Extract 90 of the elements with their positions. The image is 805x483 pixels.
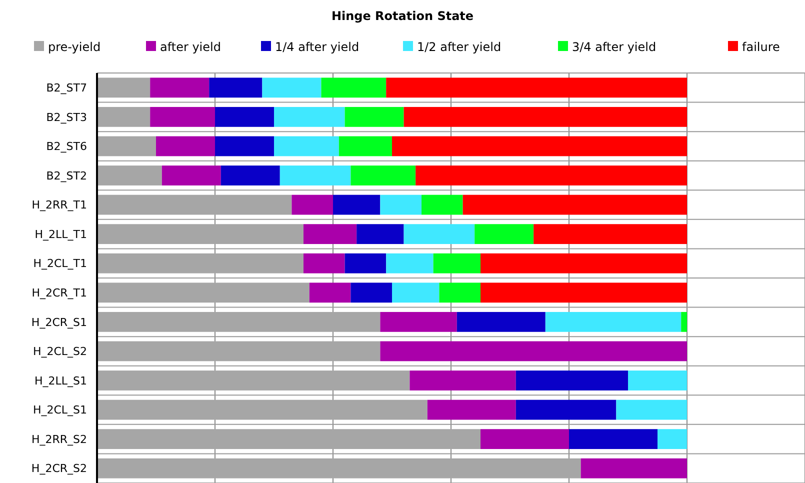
bar xyxy=(344,253,386,274)
y-tick-label: H_2RR_T1 xyxy=(32,198,87,212)
bar xyxy=(380,341,687,362)
y-tick-label: H_2CR_S1 xyxy=(31,316,87,329)
legend-label: after yield xyxy=(160,40,221,54)
bar xyxy=(474,224,534,244)
bar xyxy=(480,429,569,450)
y-tick-label: H_2LL_S1 xyxy=(34,374,87,388)
bar xyxy=(97,282,310,303)
bar xyxy=(292,194,333,215)
legend-label: 1/4 after yield xyxy=(275,40,360,54)
legend-label: 3/4 after yield xyxy=(572,40,656,54)
y-tick-label: H_2CL_T1 xyxy=(33,257,87,270)
bar xyxy=(580,458,687,478)
bar xyxy=(262,78,322,98)
bar xyxy=(545,312,682,332)
bar xyxy=(150,106,215,127)
bar xyxy=(433,253,480,274)
y-tick-label: H_2CL_S2 xyxy=(32,345,87,358)
bar xyxy=(516,370,628,390)
bar xyxy=(410,370,516,390)
bar xyxy=(380,312,457,332)
bar xyxy=(97,312,380,332)
bar xyxy=(681,312,687,332)
y-tick-label: H_2CR_S2 xyxy=(31,462,87,476)
bar xyxy=(350,282,392,303)
bar xyxy=(97,400,428,420)
y-tick-label: B2_ST2 xyxy=(46,169,87,182)
bar xyxy=(658,429,687,450)
bar xyxy=(462,194,687,215)
bar xyxy=(215,106,274,127)
y-tick-label: H_2CL_S1 xyxy=(32,404,87,417)
y-tick-label: H_2CR_T1 xyxy=(32,286,87,300)
bar xyxy=(97,224,304,244)
bar xyxy=(280,166,351,186)
bar xyxy=(97,106,150,127)
bar xyxy=(97,458,581,478)
bar xyxy=(404,224,475,244)
legend-label: pre-yield xyxy=(48,40,101,54)
bar xyxy=(439,282,480,303)
bar xyxy=(386,78,687,98)
y-tick-label: B2_ST6 xyxy=(46,140,87,154)
bar xyxy=(321,78,386,98)
bar xyxy=(97,194,292,215)
bar xyxy=(150,78,210,98)
bar xyxy=(404,106,687,127)
bar xyxy=(628,370,687,390)
bar xyxy=(220,166,280,186)
bar xyxy=(422,194,463,215)
y-tick-label: B2_ST3 xyxy=(46,110,87,124)
bar xyxy=(304,224,357,244)
bar xyxy=(209,78,262,98)
bar xyxy=(333,194,380,215)
bar xyxy=(97,370,410,390)
bar xyxy=(97,253,304,274)
bar xyxy=(274,136,339,156)
bar xyxy=(309,282,351,303)
bar xyxy=(456,312,546,332)
bar xyxy=(427,400,516,420)
bar xyxy=(156,136,215,156)
y-tick-label: H_2RR_S2 xyxy=(31,432,87,446)
bar xyxy=(97,429,480,450)
bar xyxy=(392,136,687,156)
bar xyxy=(338,136,392,156)
bar xyxy=(416,166,687,186)
bar xyxy=(392,282,440,303)
bar xyxy=(97,136,156,156)
y-tick-label: H_2LL_T1 xyxy=(34,228,87,241)
chart-title: Hinge Rotation State xyxy=(331,9,474,23)
bar xyxy=(97,166,162,186)
bar xyxy=(569,429,658,450)
bar xyxy=(516,400,616,420)
bar xyxy=(215,136,274,156)
bar xyxy=(386,253,434,274)
bar xyxy=(97,78,150,98)
bar xyxy=(97,341,380,362)
bar xyxy=(350,166,416,186)
bar xyxy=(380,194,422,215)
bar xyxy=(534,224,687,244)
bar xyxy=(162,166,221,186)
bar xyxy=(356,224,404,244)
bar xyxy=(616,400,687,420)
bar xyxy=(480,253,687,274)
legend-label: 1/2 after yield xyxy=(417,40,502,54)
bar xyxy=(304,253,345,274)
legend-label: failure xyxy=(742,40,780,54)
bar xyxy=(480,282,687,303)
bar xyxy=(274,106,345,127)
bar xyxy=(344,106,404,127)
y-tick-label: B2_ST7 xyxy=(46,81,87,94)
